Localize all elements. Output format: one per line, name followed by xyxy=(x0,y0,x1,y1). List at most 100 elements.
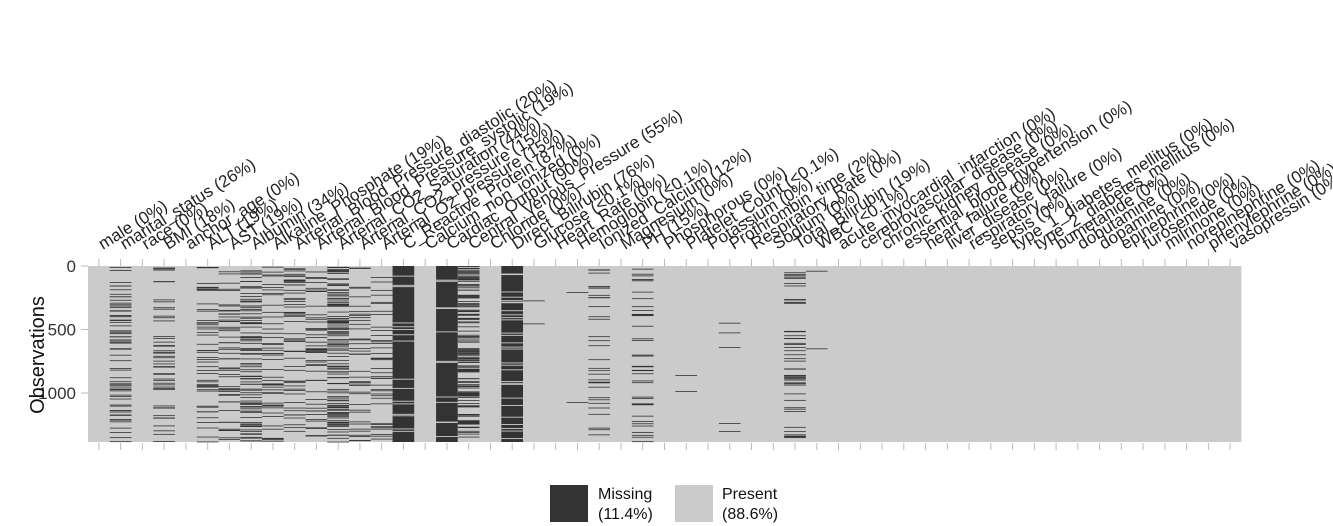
missing-cell xyxy=(196,289,219,291)
column-bmi-18 xyxy=(153,266,176,442)
missing-cell xyxy=(283,410,306,412)
missing-cell xyxy=(457,311,480,313)
missing-cell xyxy=(457,353,480,355)
missing-cell xyxy=(240,296,263,297)
missing-cell xyxy=(305,407,328,409)
missing-cell xyxy=(305,329,328,330)
missing-cell xyxy=(327,269,350,271)
missing-cell xyxy=(153,352,176,354)
missing-cell xyxy=(327,366,350,368)
missing-cell xyxy=(784,379,806,381)
missing-cell xyxy=(327,383,350,384)
missing-cell xyxy=(240,406,263,408)
missing-cell xyxy=(327,289,350,291)
missing-cell xyxy=(718,347,741,348)
y-tick-label: 1000 xyxy=(38,384,76,403)
present-cell xyxy=(871,266,894,442)
missing-cell xyxy=(631,403,654,405)
missing-cell xyxy=(109,305,132,307)
missing-cell xyxy=(218,326,241,328)
missing-cell xyxy=(109,387,132,389)
missing-cell xyxy=(588,359,611,361)
missing-cell xyxy=(218,282,241,284)
missing-cell xyxy=(349,411,371,413)
present-cell xyxy=(501,348,524,350)
missing-cell xyxy=(240,270,263,272)
present-cell xyxy=(327,266,350,442)
missing-cell xyxy=(327,426,350,427)
missing-cell xyxy=(109,437,132,439)
missing-cell xyxy=(370,335,393,336)
column-platelet-count-0-1 xyxy=(675,266,698,442)
present-cell xyxy=(675,266,698,442)
missing-cell xyxy=(283,313,306,315)
missing-cell xyxy=(327,302,350,304)
missing-cell xyxy=(457,271,480,273)
missing-cell xyxy=(327,412,350,414)
missing-cell xyxy=(109,354,132,356)
missing-cell xyxy=(457,381,480,382)
missing-cell xyxy=(283,276,306,277)
missing-cell xyxy=(262,354,284,356)
missing-cell xyxy=(218,358,241,360)
missing-cell xyxy=(457,297,480,299)
present-cell xyxy=(283,266,306,442)
missing-cell xyxy=(349,383,371,385)
missing-cell xyxy=(631,434,654,436)
missing-cell xyxy=(262,304,284,306)
missing-cell xyxy=(240,364,263,366)
missing-cell xyxy=(457,420,480,422)
missing-cell xyxy=(588,429,611,431)
missing-cell xyxy=(153,441,176,442)
missing-cell xyxy=(262,343,284,345)
missing-cell xyxy=(196,351,219,353)
missing-cell xyxy=(457,352,480,354)
missing-cell xyxy=(240,332,263,334)
missing-cell xyxy=(283,282,306,283)
missing-cell xyxy=(675,375,698,376)
missing-cell xyxy=(240,280,263,282)
column-arterial-blood-pressure-systolic-19 xyxy=(305,266,328,442)
missing-cell xyxy=(784,338,806,339)
missing-cell xyxy=(349,343,371,345)
missing-cell xyxy=(196,406,219,408)
missing-cell xyxy=(305,419,328,420)
missing-cell xyxy=(457,278,480,280)
missing-cell xyxy=(240,342,263,344)
missing-cell xyxy=(327,411,350,413)
missing-cell xyxy=(109,383,132,385)
missing-cell xyxy=(262,292,284,294)
missing-cell xyxy=(305,360,328,362)
missing-cell xyxy=(196,328,219,330)
missing-cell xyxy=(370,341,393,343)
missing-cell xyxy=(153,373,176,375)
missing-cell xyxy=(305,351,328,353)
column-dopamine-0 xyxy=(1088,266,1111,442)
missing-cell xyxy=(240,353,263,355)
missing-cell xyxy=(457,365,480,367)
missing-cell xyxy=(631,415,654,417)
missing-cell xyxy=(305,287,328,289)
column-arterial-blood-pressure-diastolic-20 xyxy=(283,266,306,442)
missing-cell xyxy=(196,373,219,374)
missing-cell xyxy=(109,394,132,396)
missing-cell xyxy=(196,320,219,321)
missing-cell xyxy=(153,301,176,303)
missing-cell xyxy=(327,284,350,286)
present-cell xyxy=(936,266,959,442)
missing-cell xyxy=(784,436,806,438)
missing-cell xyxy=(240,348,263,349)
column-acute-myocardial-infarction-0 xyxy=(827,266,850,442)
missing-cell xyxy=(784,275,806,277)
missing-cell xyxy=(457,287,480,289)
missing-cell xyxy=(370,313,393,315)
missing-cell xyxy=(370,294,393,296)
missing-cell xyxy=(784,411,806,412)
missing-cell xyxy=(283,357,306,359)
missing-cell xyxy=(196,389,219,391)
missing-cell xyxy=(109,411,132,413)
missing-cell xyxy=(196,322,219,324)
missing-cell xyxy=(805,348,828,350)
present-cell xyxy=(501,405,524,406)
column-norepinephrine-0 xyxy=(1175,266,1198,442)
